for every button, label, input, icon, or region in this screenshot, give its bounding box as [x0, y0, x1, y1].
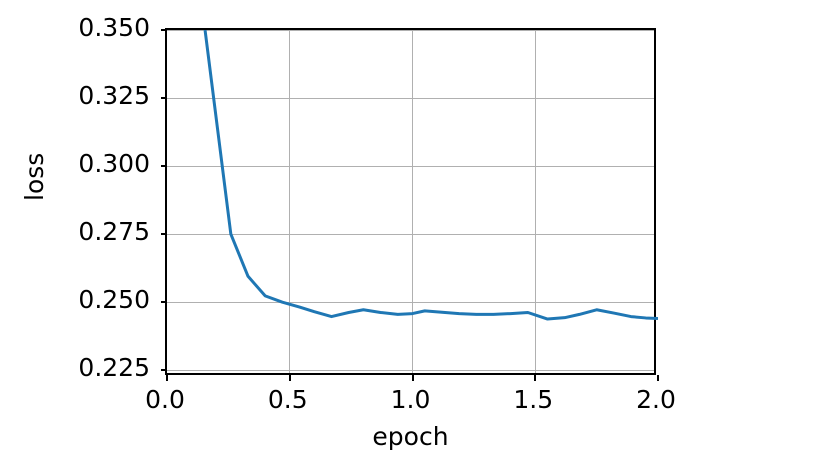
- x-tick-mark: [534, 375, 537, 381]
- gridline-y: [167, 165, 654, 167]
- gridline-x: [412, 30, 413, 373]
- x-tick-label: 2.0: [636, 385, 676, 414]
- gridline-y: [167, 233, 654, 235]
- y-tick-mark: [161, 233, 167, 236]
- y-tick-label: 0.325: [78, 81, 150, 111]
- y-axis-label: loss: [20, 152, 49, 201]
- x-tick-label: 0.0: [145, 385, 185, 414]
- x-axis-label: epoch: [372, 422, 449, 451]
- gridline-y: [167, 97, 654, 99]
- x-tick-mark: [288, 375, 291, 381]
- x-tick-label: 0.5: [267, 385, 308, 414]
- x-tick-mark: [166, 375, 168, 381]
- y-tick-label: 0.225: [78, 353, 150, 383]
- gridline-y: [167, 29, 654, 31]
- y-tick-label: 0.300: [78, 149, 150, 179]
- x-tick-label: 1.5: [513, 385, 554, 414]
- loss-curve: [203, 30, 658, 321]
- gridline-y: [167, 369, 654, 371]
- x-tick-mark: [657, 375, 659, 381]
- gridline-y: [167, 301, 654, 303]
- y-tick-label: 0.250: [78, 285, 150, 315]
- y-tick-mark: [161, 369, 167, 372]
- gridline-x: [289, 30, 291, 373]
- y-tick-mark: [161, 301, 167, 304]
- y-tick-label: 0.275: [78, 217, 150, 247]
- y-tick-mark: [161, 97, 167, 100]
- gridline-x: [534, 30, 536, 373]
- y-tick-label: 0.350: [78, 13, 150, 42]
- x-tick-mark: [411, 375, 414, 381]
- plot-area: [161, 28, 659, 381]
- loss-series-line: [203, 30, 658, 321]
- y-tick-mark: [161, 29, 167, 31]
- y-tick-mark: [161, 165, 167, 168]
- x-tick-label: 1.0: [390, 385, 431, 414]
